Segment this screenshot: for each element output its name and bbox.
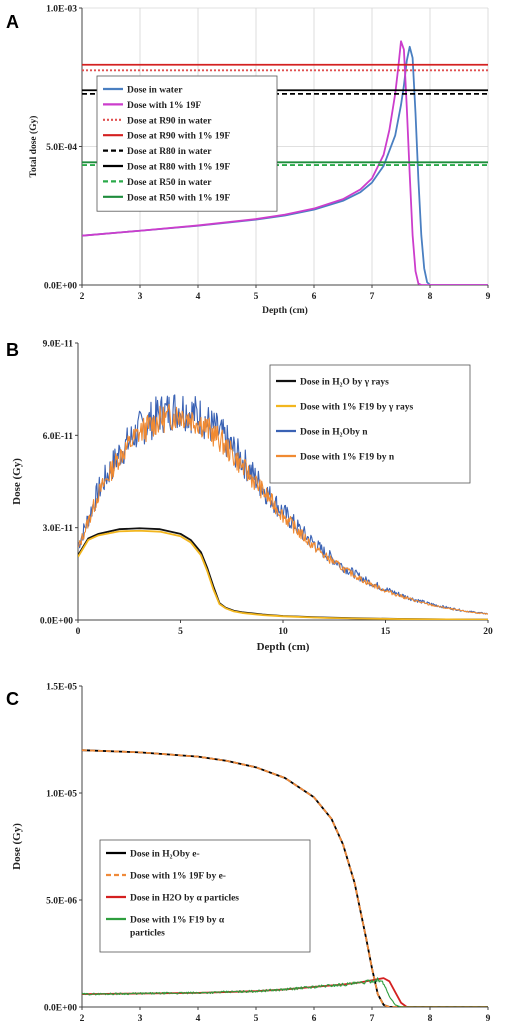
x-tick-label: 7 <box>370 1014 375 1024</box>
x-tick-label: 8 <box>428 1014 433 1024</box>
legend-entry: Dose in H₂Oby e- <box>130 850 200 860</box>
legend-box <box>269 364 471 484</box>
legend-entry-line: particles <box>130 929 165 939</box>
legend-entry: Dose at R90 with 1% 19F <box>127 132 230 142</box>
legend-entry: Dose at R50 with 1% 19F <box>127 193 230 203</box>
legend-entry: Dose at R80 with 1% 19F <box>127 163 230 173</box>
y-tick-label: 1.0E-05 <box>46 790 77 800</box>
x-tick-label: 2 <box>80 1014 85 1024</box>
series-line <box>82 977 488 1007</box>
chart-panel-a: A 2 3 4 5 6 7 8 9 0.0E+00 5.0E-04 1.0E-03 Depth (cm)… <box>6 5 491 317</box>
x-tick-label: 7 <box>370 292 375 302</box>
x-tick-label: 9 <box>486 1014 491 1024</box>
x-tick-label: 15 <box>381 627 391 637</box>
chart-panel-c: C234567890.0E+005.0E-061.0E-051.5E-05Dep… <box>6 683 491 1029</box>
y-tick-label: 5.0E-06 <box>46 897 77 907</box>
legend-entry-line: Dose with 1% F19 by α <box>130 916 225 926</box>
legend-entry: Dose in H₂O by γ rays <box>300 378 389 388</box>
series-group <box>78 394 488 620</box>
y-axis-label: Total dose (Gy) <box>28 116 39 178</box>
legend-entry: Dose in H2O by α particles <box>130 894 239 904</box>
legend-entry: Dose in water <box>127 86 183 96</box>
legend-entry: Dose with 1% F19 by α particles <box>130 916 225 939</box>
x-tick-label: 5 <box>254 1014 259 1024</box>
legend: Dose in H₂Oby e- Dose with 1% 19F by e- Do… <box>99 839 311 953</box>
series-group <box>82 749 488 1007</box>
panel-letter: B <box>6 340 19 360</box>
x-tick-label: 5 <box>178 627 183 637</box>
y-tick-label: 6.0E-11 <box>43 432 74 442</box>
legend: Dose in water Dose with 1% 19F Dose at R90… <box>96 75 278 212</box>
legend-box <box>99 839 311 953</box>
legend-entry: Dose at R50 in water <box>127 178 212 188</box>
y-tick-label: 1.5E-05 <box>46 683 77 693</box>
legend-entry: Dose with 1% F19 by n <box>300 453 395 463</box>
y-tick-label: 1.0E-03 <box>46 5 77 15</box>
y-tick-label: 0.0E+00 <box>44 282 77 292</box>
x-tick-label: 4 <box>196 292 201 302</box>
legend-entry: Dose in H₂Oby n <box>300 428 368 438</box>
y-axis-label: Dose (Gy) <box>11 458 23 505</box>
series-line <box>78 527 488 620</box>
series-line <box>82 749 488 1007</box>
y-tick-label: 5.0E-04 <box>46 143 77 153</box>
series-line <box>78 403 488 615</box>
legend-entry: Dose with 1% 19F <box>127 101 201 111</box>
x-tick-label: 0 <box>76 627 81 637</box>
x-tick-label: 5 <box>254 292 259 302</box>
x-tick-label: 9 <box>486 292 491 302</box>
x-tick-label: 3 <box>138 292 143 302</box>
x-axis-label: Depth (cm) <box>262 305 308 316</box>
legend-entry: Dose with 1% F19 by γ rays <box>300 403 413 413</box>
y-tick-label: 3.0E-11 <box>43 524 74 534</box>
y-tick-label: 0.0E+00 <box>40 617 73 627</box>
x-tick-label: 6 <box>312 1014 317 1024</box>
y-axis-label: Dose (Gy) <box>11 823 23 870</box>
x-tick-label: 3 <box>138 1014 143 1024</box>
legend-entry: Dose with 1% 19F by e- <box>130 872 226 882</box>
chart-panel-b: B 0 5 10 15 20 0.0E+00 3.0E-11 6.0E-11 9.0E-11 Dep… <box>6 340 493 654</box>
x-tick-label: 6 <box>312 292 317 302</box>
y-tick-label: 0.0E+00 <box>44 1004 77 1014</box>
panel-letter: C <box>6 689 19 709</box>
legend-box <box>96 75 278 212</box>
panel-letter: A <box>6 12 19 32</box>
legend: Dose in H₂O by γ rays Dose with 1% F19 by… <box>269 364 471 484</box>
x-tick-label: 2 <box>80 292 85 302</box>
x-tick-label: 20 <box>483 627 493 637</box>
y-tick-label: 9.0E-11 <box>43 340 74 350</box>
x-tick-label: 4 <box>196 1014 201 1024</box>
x-axis-label: Depth (cm) <box>257 641 310 653</box>
x-tick-label: 8 <box>428 292 433 302</box>
legend-entry: Dose at R80 in water <box>127 147 212 157</box>
series-line <box>82 40 488 285</box>
x-tick-label: 10 <box>278 627 288 637</box>
legend-entry: Dose at R90 in water <box>127 116 212 126</box>
series-line <box>78 529 488 620</box>
